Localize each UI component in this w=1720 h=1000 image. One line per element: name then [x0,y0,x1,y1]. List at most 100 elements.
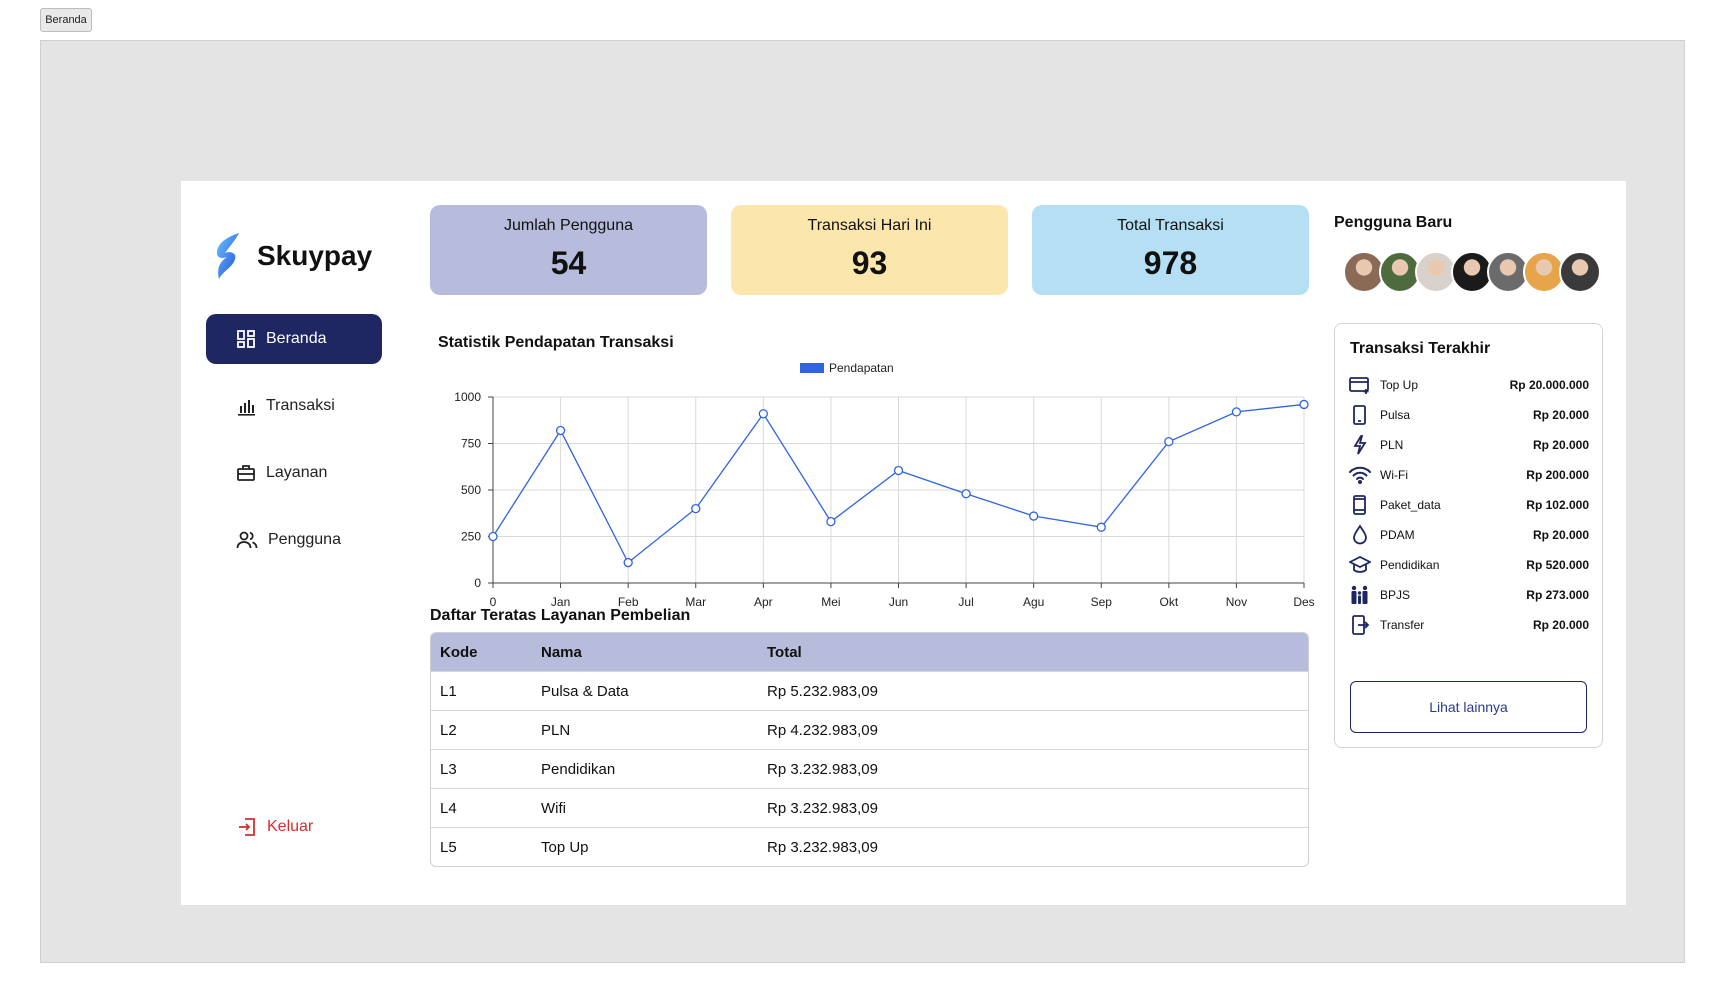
x-tick-label: Agu [1023,595,1044,609]
table-row[interactable]: L1 Pulsa & Data Rp 5.232.983,09 [431,671,1308,710]
table-header-kode: Kode [440,643,478,661]
transaction-item[interactable]: PDAM Rp 20.000 [1349,520,1589,550]
user-avatar[interactable] [1559,251,1601,293]
lightning-icon [1353,435,1367,455]
y-tick-label: 500 [461,483,481,497]
data-point [1029,511,1039,521]
new-users-avatars [1343,251,1601,293]
table-row[interactable]: L4 Wifi Rp 3.232.983,09 [431,788,1308,827]
sidebar-item-transaksi[interactable]: Transaksi [206,381,382,431]
transaction-amount: Rp 200.000 [1526,468,1589,482]
transaction-amount: Rp 20.000 [1532,408,1589,422]
y-tick-label: 750 [461,437,481,451]
recent-transactions-title: Transaksi Terakhir [1350,340,1491,357]
stat-label: Total Transaksi [1117,217,1224,234]
brand-logo[interactable]: Skuypay [213,233,372,279]
transaction-name: BPJS [1380,588,1411,602]
data-point [1164,436,1174,447]
sidebar-item-layanan[interactable]: Layanan [206,448,382,498]
table-row[interactable]: L3 Pendidikan Rp 3.232.983,09 [431,749,1308,788]
transaction-item[interactable]: Pendidikan Rp 520.000 [1349,550,1589,580]
y-tick-label: 0 [474,576,481,590]
data-point [691,503,701,514]
stat-label: Jumlah Pengguna [504,217,633,234]
table-row[interactable]: L2 PLN Rp 4.232.983,09 [431,710,1308,749]
stat-value: 978 [1143,245,1198,281]
user-avatar[interactable] [1379,251,1421,293]
cell-kode: L5 [440,838,457,856]
cell-nama: Top Up [541,838,589,856]
transaction-amount: Rp 20.000 [1532,618,1589,632]
y-tick-label: 1000 [454,390,481,404]
logout-button[interactable]: Keluar [237,817,313,837]
chart-title: Statistik Pendapatan Transaksi [438,334,674,351]
x-tick-label: Okt [1159,595,1178,609]
sidebar-item-beranda[interactable]: Beranda [206,314,382,364]
stat-card-today: Transaksi Hari Ini 93 [731,205,1008,295]
transaction-item[interactable]: Transfer Rp 20.000 [1349,610,1589,640]
data-point [893,465,904,476]
x-tick-label: Apr [754,595,773,609]
x-tick-label: 0 [490,595,497,609]
data-point [758,409,768,419]
transaction-name: Wi-Fi [1380,468,1408,482]
graduation-cap-icon [1349,555,1371,573]
transfer-phone-icon [1352,615,1370,635]
dashboard-app: Skuypay Beranda Transaksi Layanan Peng [181,181,1626,905]
table-header-nama: Nama [541,643,582,661]
data-point [826,516,836,527]
legend-swatch [800,363,824,373]
transaction-name: Pendidikan [1380,558,1440,572]
table-title: Daftar Teratas Layanan Pembelian [430,607,691,624]
stat-value: 54 [550,245,587,281]
transaction-item[interactable]: Paket_data Rp 102.000 [1349,490,1589,520]
cell-total: Rp 3.232.983,09 [767,838,878,856]
y-tick-label: 250 [461,530,481,544]
briefcase-icon [237,465,255,481]
cell-total: Rp 4.232.983,09 [767,721,878,739]
users-icon [236,531,258,549]
transaction-name: PLN [1380,438,1404,452]
x-tick-label: Nov [1226,595,1247,609]
transaction-name: Paket_data [1380,498,1441,512]
revenue-line-chart: 0 250 500 750 1000 0 Jan Feb Mar Apr Mei Jun Jul Agu S… [454,361,1314,609]
card-plus-icon [1349,377,1369,394]
cell-nama: Pendidikan [541,760,616,778]
sidebar-item-pengguna[interactable]: Pengguna [206,515,382,565]
transaction-item[interactable]: Top Up Rp 20.000.000 [1349,370,1589,400]
cell-total: Rp 3.232.983,09 [767,799,878,817]
dashboard-icon [237,330,255,348]
transaction-amount: Rp 20.000.000 [1509,378,1589,392]
water-drop-icon [1353,525,1367,545]
table-header-total: Total [767,643,802,661]
logout-icon [239,818,255,836]
see-more-button[interactable]: Lihat lainnya [1350,681,1587,733]
x-tick-label: Des [1293,595,1314,609]
stat-card-users: Jumlah Pengguna 54 [430,205,707,295]
x-tick-label: Jul [958,595,973,609]
x-tick-label: Mar [685,595,706,609]
browser-tab[interactable]: Beranda [40,8,92,32]
transaction-item[interactable]: BPJS Rp 273.000 [1349,580,1589,610]
stat-value: 93 [851,245,888,281]
logout-label: Keluar [267,818,314,835]
user-avatar[interactable] [1343,251,1385,293]
transaction-amount: Rp 20.000 [1532,528,1589,542]
sidebar-item-label: Pengguna [268,531,341,548]
preview-frame: Skuypay Beranda Transaksi Layanan Peng [40,40,1685,963]
table-row[interactable]: L5 Top Up Rp 3.232.983,09 [431,827,1308,866]
x-tick-label: Feb [618,595,639,609]
transaction-item[interactable]: PLN Rp 20.000 [1349,430,1589,460]
x-tick-label: Jun [889,595,908,609]
cell-kode: L1 [440,682,457,700]
transaction-amount: Rp 273.000 [1526,588,1589,602]
stat-label: Transaksi Hari Ini [807,217,932,234]
transaction-item[interactable]: Pulsa Rp 20.000 [1349,400,1589,430]
transaction-amount: Rp 102.000 [1526,498,1589,512]
transaction-item[interactable]: Wi-Fi Rp 200.000 [1349,460,1589,490]
cell-kode: L4 [440,799,457,817]
legend-label: Pendapatan [829,361,894,375]
cell-nama: PLN [541,721,571,739]
cell-total: Rp 5.232.983,09 [767,682,878,700]
recent-transactions-panel: Transaksi Terakhir Top Up Rp 20.000.000 … [1334,323,1603,748]
